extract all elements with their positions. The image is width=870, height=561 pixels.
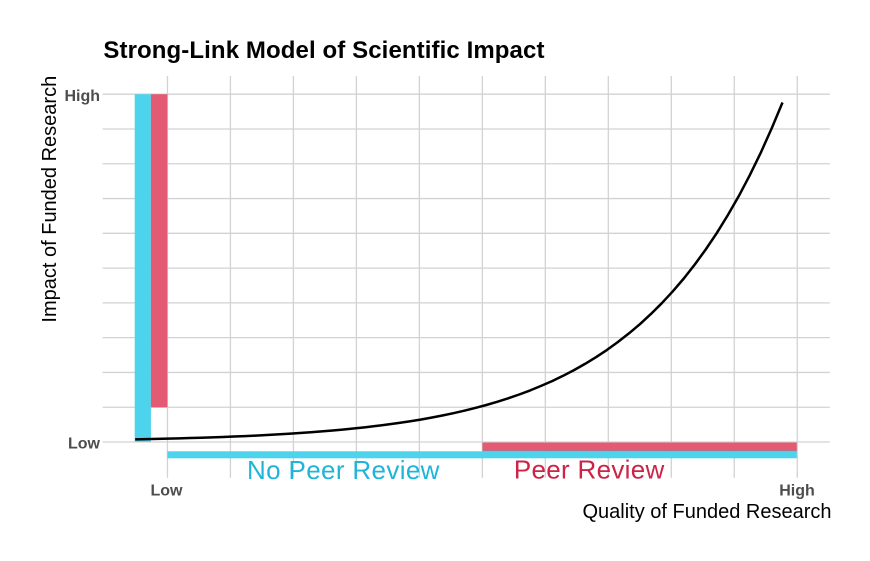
svg-text:Impact of Funded Research: Impact of Funded Research <box>39 76 61 323</box>
svg-text:Low: Low <box>151 483 184 500</box>
svg-text:High: High <box>64 88 100 105</box>
svg-text:Strong-Link Model of Scientifi: Strong-Link Model of Scientific Impact <box>103 37 544 64</box>
svg-text:Low: Low <box>68 436 101 453</box>
svg-text:Peer Review: Peer Review <box>514 455 665 485</box>
svg-text:No Peer Review: No Peer Review <box>247 455 440 485</box>
svg-text:High: High <box>779 483 815 500</box>
svg-text:Quality of Funded Research: Quality of Funded Research <box>582 501 831 523</box>
